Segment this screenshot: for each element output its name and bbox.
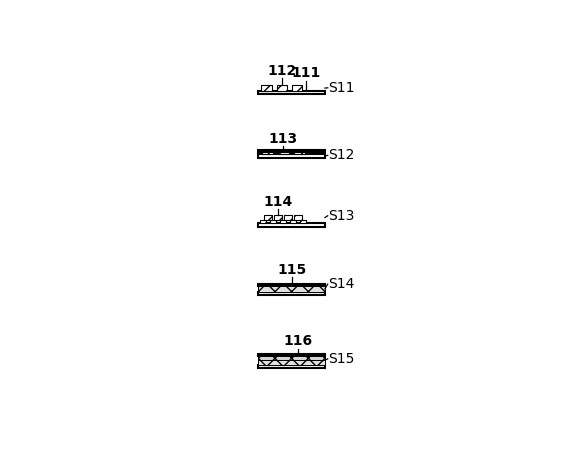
Text: 116: 116 <box>283 334 313 348</box>
Bar <box>299 220 306 223</box>
Text: 112: 112 <box>267 64 296 78</box>
Text: 111: 111 <box>291 66 320 80</box>
Bar <box>278 152 289 154</box>
Bar <box>292 288 300 291</box>
Text: S14: S14 <box>328 277 354 291</box>
Bar <box>274 215 281 220</box>
Bar <box>294 152 305 154</box>
Text: 113: 113 <box>269 132 298 146</box>
Text: S13: S13 <box>328 209 354 223</box>
Bar <box>258 154 325 158</box>
Bar <box>258 365 325 368</box>
Text: S15: S15 <box>328 352 354 366</box>
Bar <box>260 220 266 223</box>
Bar <box>277 85 287 91</box>
Bar <box>294 215 302 220</box>
Text: S11: S11 <box>328 81 354 95</box>
Bar <box>263 288 271 291</box>
Bar <box>270 220 276 223</box>
Bar <box>258 91 325 94</box>
Text: 114: 114 <box>263 195 292 209</box>
Bar <box>258 356 325 360</box>
Bar <box>258 286 325 291</box>
Bar <box>280 220 286 223</box>
Bar <box>258 360 325 365</box>
Bar <box>262 152 273 154</box>
Bar <box>258 291 325 295</box>
Text: 115: 115 <box>278 263 307 277</box>
Bar <box>258 223 325 227</box>
Bar <box>258 150 325 152</box>
Bar <box>277 362 285 365</box>
Bar <box>292 85 302 91</box>
Bar <box>277 288 285 291</box>
Bar <box>265 215 272 220</box>
Text: S12: S12 <box>328 148 354 163</box>
Bar <box>284 215 292 220</box>
Bar <box>263 362 271 365</box>
Bar <box>258 354 325 356</box>
Bar <box>261 85 272 91</box>
Bar <box>290 220 296 223</box>
Bar <box>258 284 325 286</box>
Bar <box>292 362 300 365</box>
